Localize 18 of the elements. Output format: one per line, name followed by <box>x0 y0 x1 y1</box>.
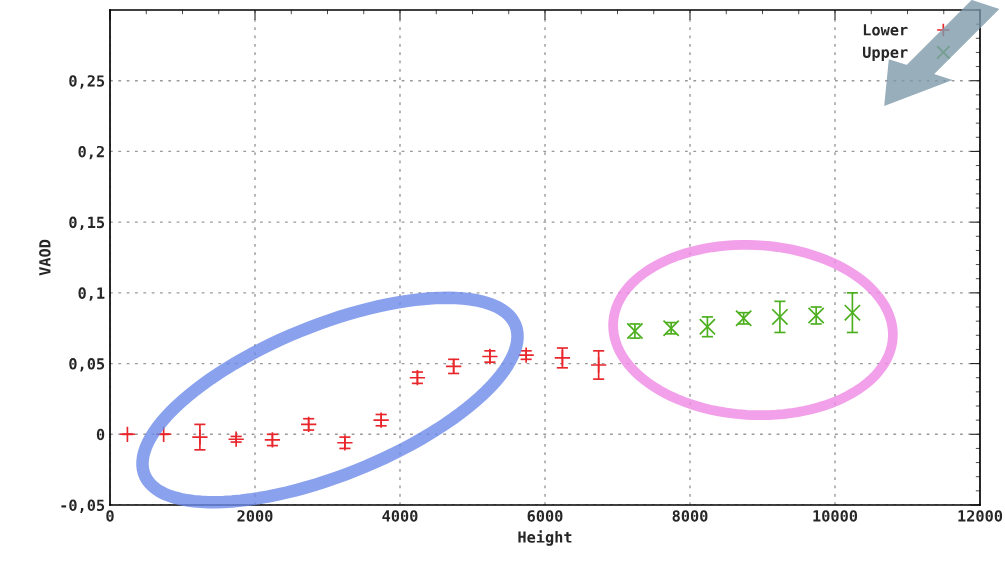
y-axis-title: VAOD <box>39 239 51 276</box>
x-tick-label: 6000 <box>527 510 563 522</box>
x-tick-label: 10000 <box>813 510 858 522</box>
legend-label: Lower <box>863 24 908 36</box>
x-tick-label: 0 <box>106 510 114 522</box>
y-tick-label: 0,25 <box>69 75 105 89</box>
y-tick-label: 0,1 <box>78 287 105 301</box>
x-tick-label: 2000 <box>237 510 273 522</box>
x-tick-label: 8000 <box>672 510 708 522</box>
y-tick-label: 0 <box>96 428 105 441</box>
x-tick-label: 4000 <box>382 510 418 522</box>
x-axis-title: Height <box>518 530 572 546</box>
x-tick-label: 12000 <box>958 510 1003 522</box>
y-tick-label: -0,05 <box>61 499 105 513</box>
legend-label: Upper <box>863 46 908 61</box>
y-tick-label: 0,15 <box>69 216 105 231</box>
y-tick-label: 0,05 <box>69 358 105 372</box>
y-tick-label: 0,2 <box>78 145 104 160</box>
